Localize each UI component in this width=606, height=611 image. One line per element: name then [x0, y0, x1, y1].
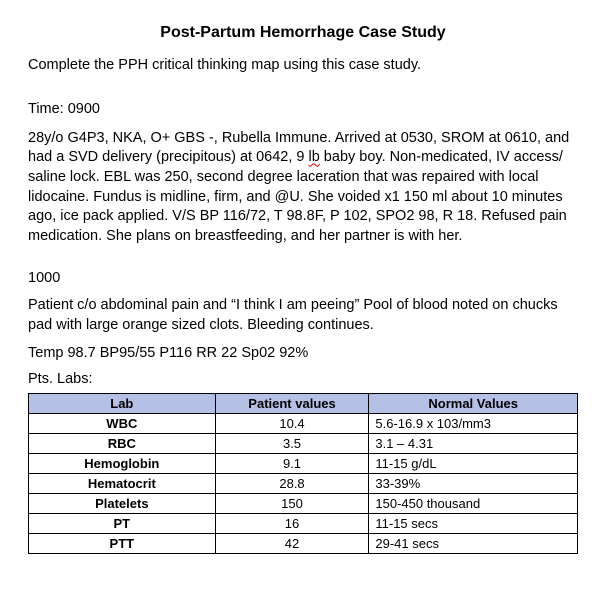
cell-lab: Hematocrit	[29, 474, 216, 494]
page-root: Post-Partum Hemorrhage Case Study Comple…	[0, 0, 606, 574]
cell-normal-value: 29-41 secs	[369, 534, 578, 554]
th-lab: Lab	[29, 394, 216, 414]
cell-patient-value: 42	[215, 534, 369, 554]
cell-normal-value: 11-15 secs	[369, 514, 578, 534]
table-row: PT1611-15 secs	[29, 514, 578, 534]
th-normal-values: Normal Values	[369, 394, 578, 414]
table-row: Hemoglobin9.111-15 g/dL	[29, 454, 578, 474]
spellcheck-lb: lb	[308, 149, 319, 165]
cell-patient-value: 10.4	[215, 414, 369, 434]
intro-text: Complete the PPH critical thinking map u…	[28, 56, 578, 75]
table-row: Platelets150150-450 thousand	[29, 494, 578, 514]
cell-normal-value: 5.6-16.9 x 103/mm3	[369, 414, 578, 434]
cell-patient-value: 9.1	[215, 454, 369, 474]
cell-normal-value: 150-450 thousand	[369, 494, 578, 514]
cell-patient-value: 3.5	[215, 434, 369, 454]
cell-lab: WBC	[29, 414, 216, 434]
table-header-row: Lab Patient values Normal Values	[29, 394, 578, 414]
th-patient-values: Patient values	[215, 394, 369, 414]
document-title: Post-Partum Hemorrhage Case Study	[28, 24, 578, 42]
labs-tbody: WBC10.45.6-16.9 x 103/mm3RBC3.53.1 – 4.3…	[29, 414, 578, 554]
cell-patient-value: 16	[215, 514, 369, 534]
cell-lab: PT	[29, 514, 216, 534]
time-2-label: 1000	[28, 270, 578, 286]
labs-table: Lab Patient values Normal Values WBC10.4…	[28, 393, 578, 554]
cell-patient-value: 150	[215, 494, 369, 514]
cell-lab: Hemoglobin	[29, 454, 216, 474]
cell-normal-value: 11-15 g/dL	[369, 454, 578, 474]
vitals-line: Temp 98.7 BP95/55 P116 RR 22 Sp02 92%	[28, 345, 578, 361]
cell-normal-value: 33-39%	[369, 474, 578, 494]
cell-normal-value: 3.1 – 4.31	[369, 434, 578, 454]
cell-lab: Platelets	[29, 494, 216, 514]
cell-patient-value: 28.8	[215, 474, 369, 494]
cell-lab: RBC	[29, 434, 216, 454]
paragraph-1: 28y/o G4P3, NKA, O+ GBS -, Rubella Immun…	[28, 129, 578, 246]
pts-labs-label: Pts. Labs:	[28, 371, 578, 387]
table-row: RBC3.53.1 – 4.31	[29, 434, 578, 454]
paragraph-2: Patient c/o abdominal pain and “I think …	[28, 296, 578, 335]
table-row: PTT4229-41 secs	[29, 534, 578, 554]
table-row: Hematocrit28.833-39%	[29, 474, 578, 494]
time-1-label: Time: 0900	[28, 101, 578, 117]
cell-lab: PTT	[29, 534, 216, 554]
table-row: WBC10.45.6-16.9 x 103/mm3	[29, 414, 578, 434]
